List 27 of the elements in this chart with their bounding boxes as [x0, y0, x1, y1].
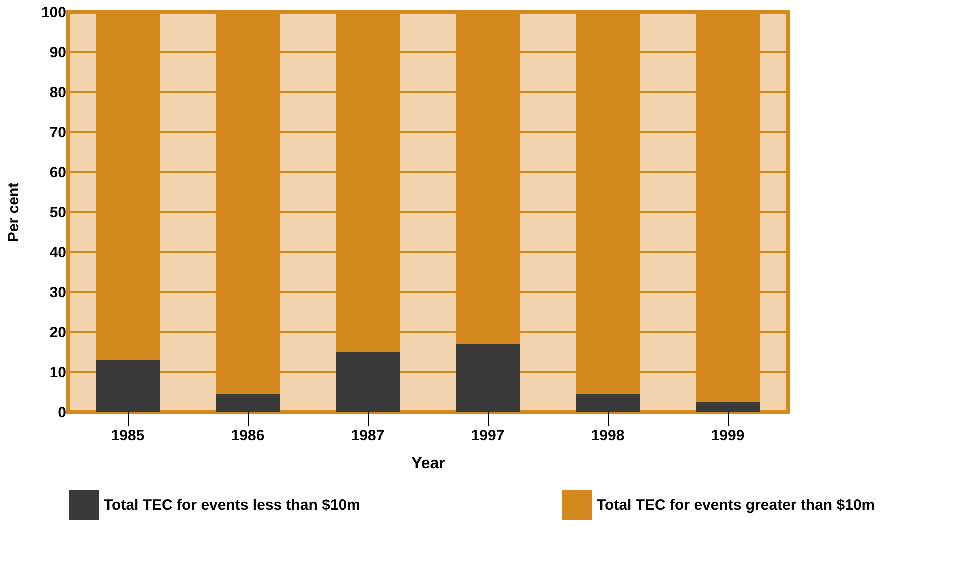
x-axis-title: Year: [412, 456, 446, 472]
x-tick-label: 1985: [111, 428, 145, 444]
legend-label: Total TEC for events greater than $10m: [597, 497, 876, 514]
y-tick-label: 100: [41, 4, 66, 22]
bar: [216, 394, 280, 412]
y-tick-label: 40: [50, 244, 66, 262]
y-tick-label: 50: [50, 204, 66, 222]
y-tick-label: 90: [50, 44, 66, 62]
y-tick-label: 80: [50, 84, 66, 102]
y-tick-label: 0: [58, 404, 66, 422]
legend-label: Total TEC for events less than $10m: [104, 497, 360, 514]
x-tick-label: 1986: [231, 428, 265, 444]
y-tick-label: 70: [50, 124, 66, 142]
x-tick-label: 1987: [351, 428, 385, 444]
bar: [456, 344, 520, 412]
y-tick-label: 10: [50, 364, 66, 382]
y-axis-title: Per cent: [5, 182, 22, 242]
x-tick-label: 1998: [591, 428, 625, 444]
y-tick-label: 30: [50, 284, 66, 302]
bar: [96, 360, 160, 412]
bar: [696, 402, 760, 412]
bar: [336, 352, 400, 412]
y-tick-label: 60: [50, 164, 66, 182]
bar: [576, 394, 640, 412]
y-tick-label: 20: [50, 324, 66, 342]
x-tick-label: 1997: [471, 428, 505, 444]
x-tick-label: 1999: [711, 428, 745, 444]
